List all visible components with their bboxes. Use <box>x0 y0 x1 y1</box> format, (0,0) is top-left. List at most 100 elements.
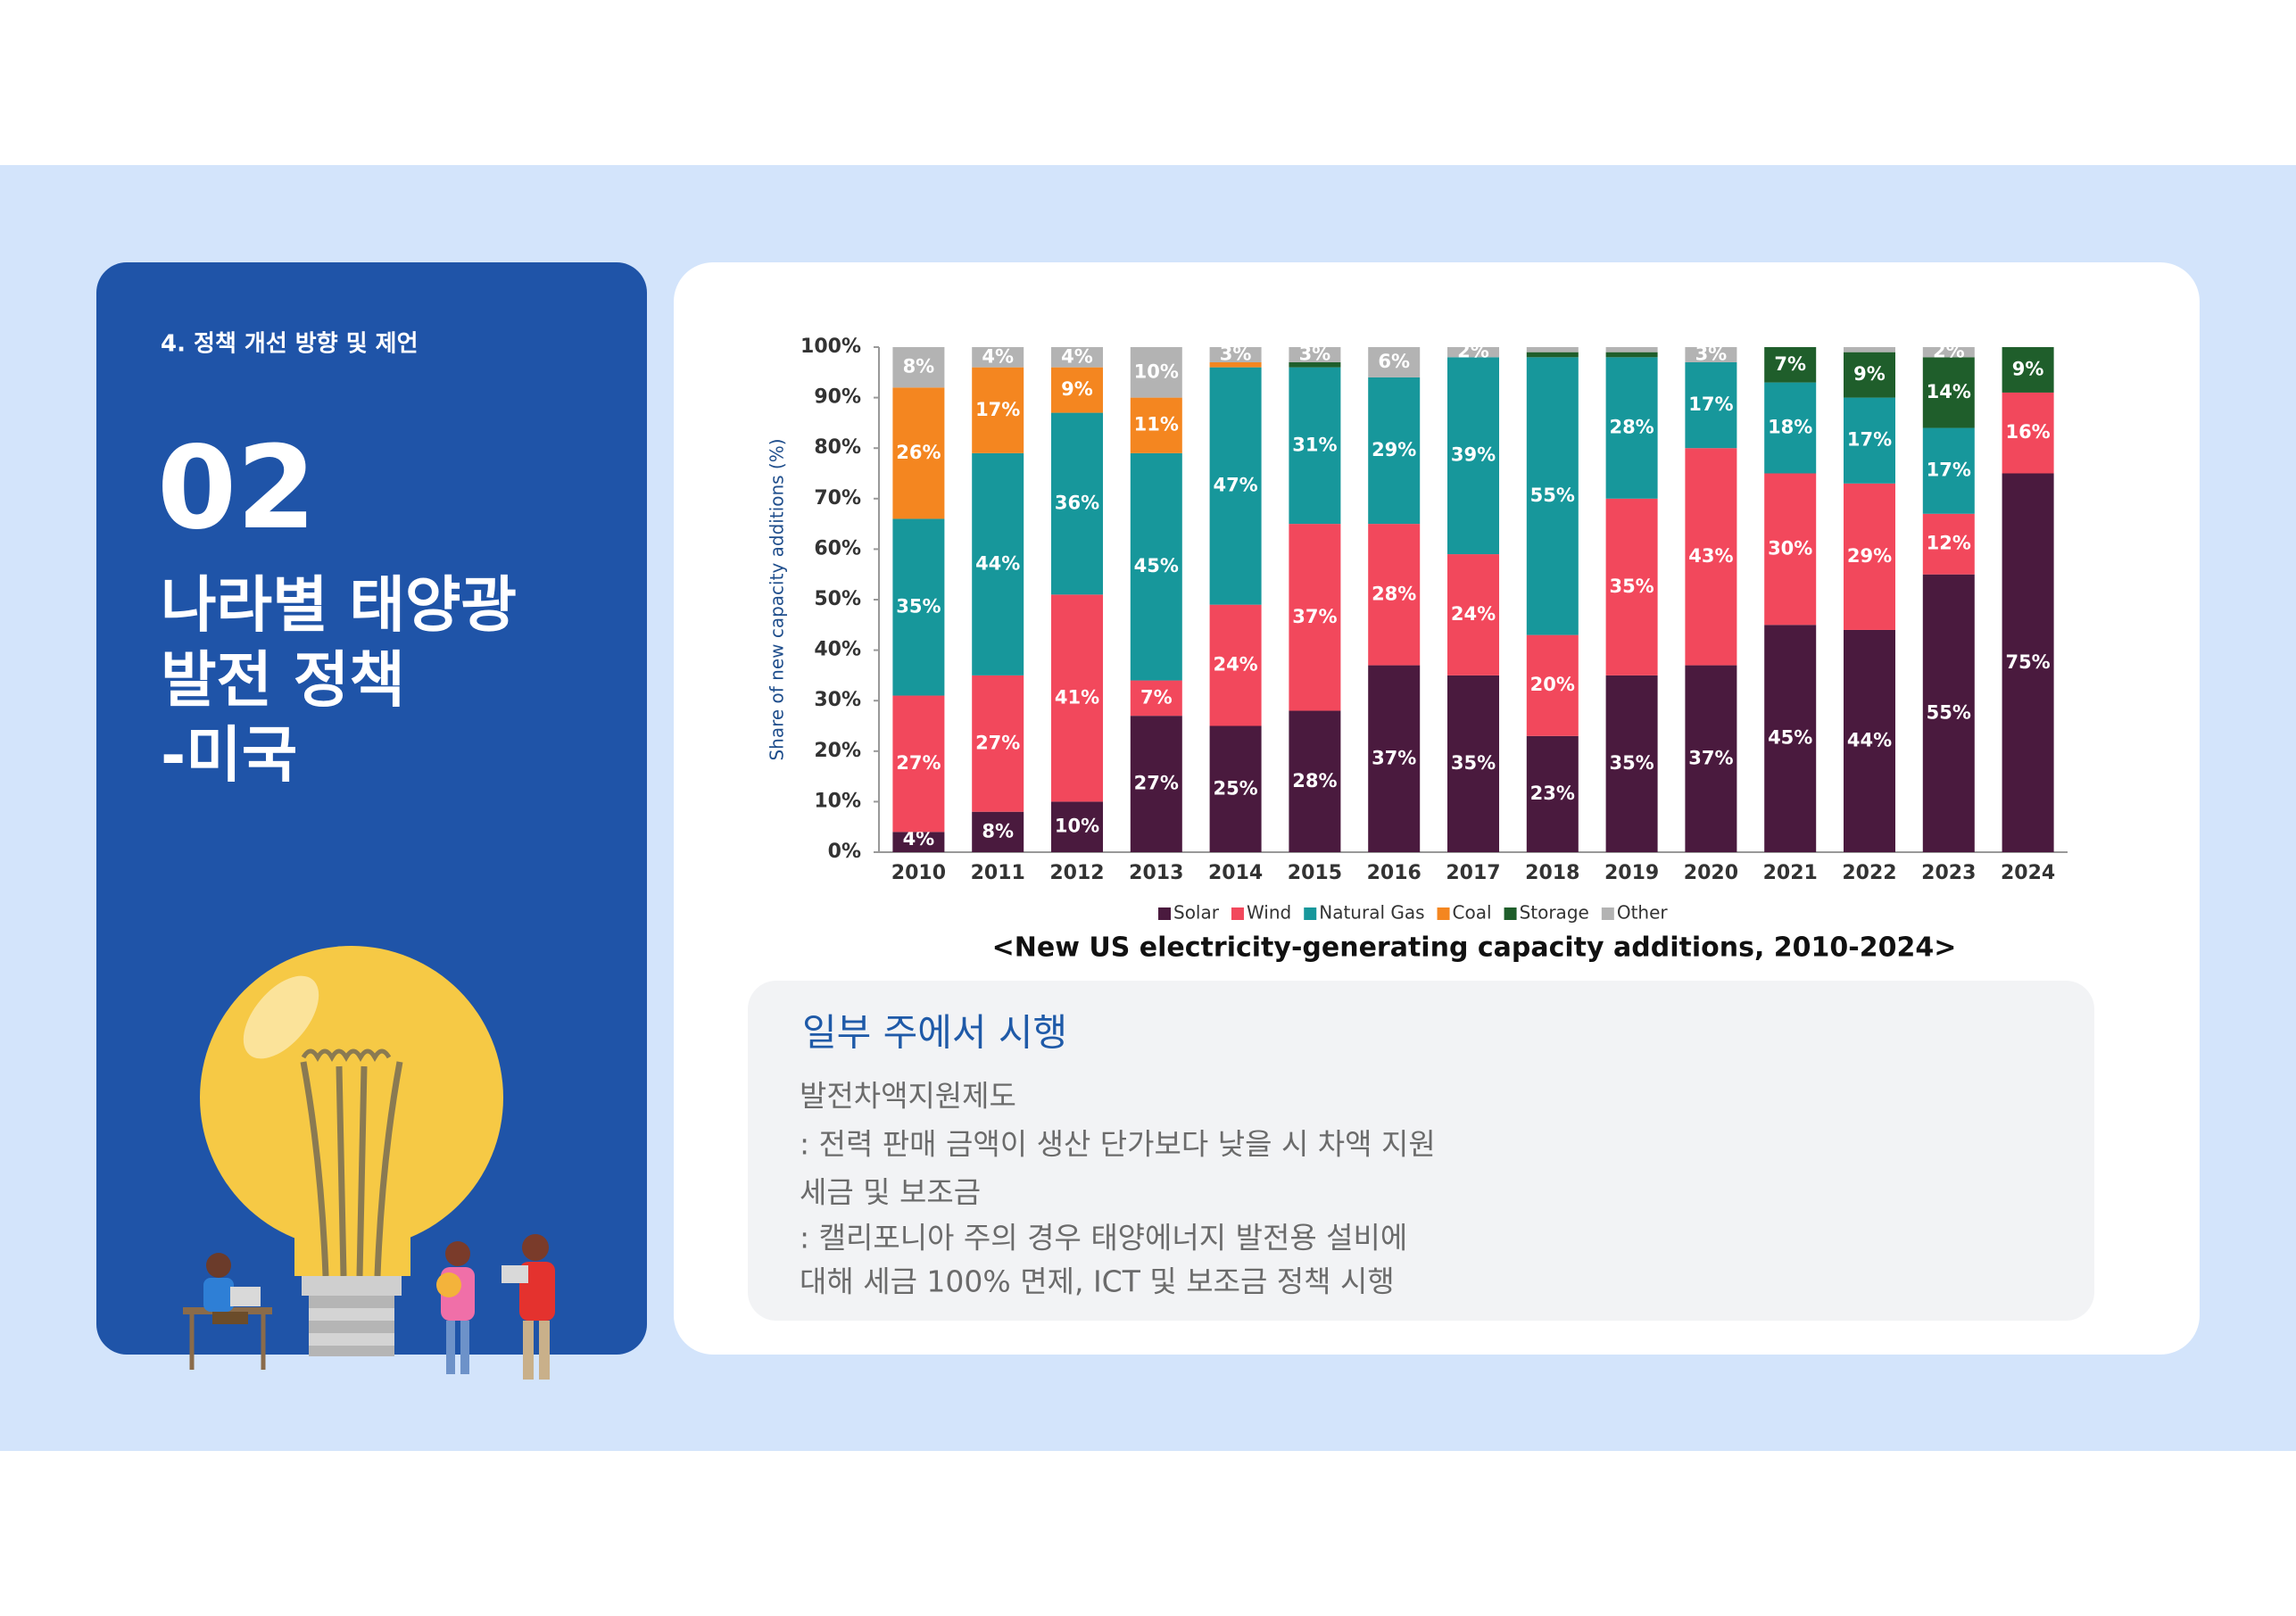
y-tick-label: 40% <box>814 639 861 661</box>
data-label: 37% <box>1292 606 1337 627</box>
bar-segment <box>1844 347 1895 352</box>
bar-segment <box>1447 347 1499 358</box>
data-label: 31% <box>1292 434 1337 455</box>
data-label: 36% <box>1055 492 1099 513</box>
bar-segment <box>1368 665 1421 852</box>
x-tick-label: 2016 <box>1367 862 1422 884</box>
x-tick-label: 2017 <box>1446 862 1500 884</box>
data-label: 29% <box>1847 545 1892 567</box>
y-tick-label: 30% <box>814 689 861 711</box>
bar-segment <box>972 811 1024 852</box>
data-label: 24% <box>1451 603 1496 625</box>
legend-swatch <box>1231 907 1244 920</box>
data-label: 28% <box>1609 417 1654 438</box>
y-tick-label: 70% <box>814 487 861 510</box>
data-label: 12% <box>1927 533 1971 554</box>
y-tick-label: 10% <box>814 790 861 812</box>
data-label: 3% <box>1299 343 1331 364</box>
bar-segment <box>1051 367 1103 413</box>
info-heading: 일부 주에서 시행 <box>802 1011 1067 1055</box>
data-label: 27% <box>1134 773 1179 794</box>
y-tick-label: 80% <box>814 436 861 459</box>
panel-title-line: -미국 <box>161 721 297 791</box>
bar-segment <box>1922 427 1975 514</box>
x-tick-label: 2020 <box>1684 862 1738 884</box>
bar-segment <box>1289 524 1341 711</box>
section-number: 02 <box>157 422 316 555</box>
bar-segment <box>972 347 1024 368</box>
data-label: 7% <box>1140 686 1173 708</box>
bar-segment <box>1685 448 1737 666</box>
info-line: 대해 세금 100% 면제, ICT 및 보조금 정책 시행 <box>800 1264 1395 1299</box>
y-tick-label: 20% <box>814 740 861 762</box>
bar-segment <box>1209 361 1262 368</box>
bar-segment <box>1764 473 1817 626</box>
bar-segment <box>972 367 1024 453</box>
bar-segment <box>972 675 1024 812</box>
y-tick-label: 50% <box>814 588 861 610</box>
bar-segment <box>1605 357 1658 499</box>
legend-swatch <box>1504 907 1517 920</box>
data-label: 39% <box>1451 444 1496 466</box>
data-label: 11% <box>1134 414 1179 435</box>
data-label: 10% <box>1055 816 1099 837</box>
info-line: : 전력 판매 금액이 생산 단가보다 낮을 시 차액 지원 <box>800 1127 1436 1162</box>
info-line: 세금 및 보조금 <box>800 1175 981 1210</box>
bar-segment <box>1130 397 1182 453</box>
data-label: 43% <box>1688 545 1733 567</box>
bar-segment <box>1685 665 1737 852</box>
bar-segment <box>972 452 1024 675</box>
data-label: 45% <box>1134 555 1179 576</box>
bar-segment <box>2002 347 2054 393</box>
bar-segment <box>1526 735 1579 852</box>
chart: 0% 10% 20% 30% 40% 50% 60% 70% 80% 90% 100% Share o… <box>767 336 2068 964</box>
data-label: 8% <box>982 820 1014 841</box>
data-label: 10% <box>1134 360 1179 382</box>
data-label: 28% <box>1292 770 1337 791</box>
x-tick-label: 2024 <box>2001 862 2055 884</box>
panel-title-line: 나라별 태양광 <box>161 571 517 642</box>
data-label: 75% <box>2005 651 2050 673</box>
legend-label: Storage <box>1520 902 1589 924</box>
bar-segment <box>892 832 945 852</box>
bar-segment <box>1922 513 1975 575</box>
bar-segment <box>1289 710 1341 852</box>
bar-segment <box>2002 473 2054 852</box>
legend-label: Coal <box>1453 902 1492 924</box>
bar-segment <box>1526 352 1579 358</box>
data-label: 9% <box>1853 363 1886 385</box>
data-label: 17% <box>1688 394 1733 415</box>
bar-segment <box>1922 347 1975 358</box>
bar-segment <box>1289 367 1341 525</box>
bar-segment <box>1051 412 1103 595</box>
data-label: 25% <box>1213 777 1257 799</box>
y-tick-label: 100% <box>800 336 861 358</box>
data-label: 47% <box>1213 475 1257 496</box>
y-tick-label: 60% <box>814 537 861 559</box>
bar-segment <box>1844 483 1895 630</box>
bar-segment <box>1289 361 1341 368</box>
bar-segment <box>1764 625 1817 852</box>
x-tick-label: 2019 <box>1604 862 1659 884</box>
bar-segment <box>1130 680 1182 717</box>
bar-segment <box>1922 574 1975 852</box>
bar-segment <box>1844 352 1895 398</box>
x-tick-label: 2023 <box>1921 862 1976 884</box>
bar-segment <box>1447 357 1499 555</box>
bar-segment <box>1605 498 1658 675</box>
y-tick-label: 90% <box>814 386 861 409</box>
data-label: 17% <box>975 399 1020 420</box>
lightbulb-illustration <box>183 946 555 1380</box>
data-label: 35% <box>1609 752 1654 774</box>
bar-segment <box>2002 392 2054 474</box>
legend-label: Other <box>1617 902 1669 924</box>
x-tick-label: 2014 <box>1208 862 1263 884</box>
bar-segment <box>1209 604 1262 726</box>
bar-segment <box>1368 377 1421 525</box>
data-label: 17% <box>1927 460 1971 481</box>
bar-segment <box>1526 347 1579 352</box>
x-tick-label: 2010 <box>891 862 946 884</box>
bar-segment <box>1526 357 1579 635</box>
